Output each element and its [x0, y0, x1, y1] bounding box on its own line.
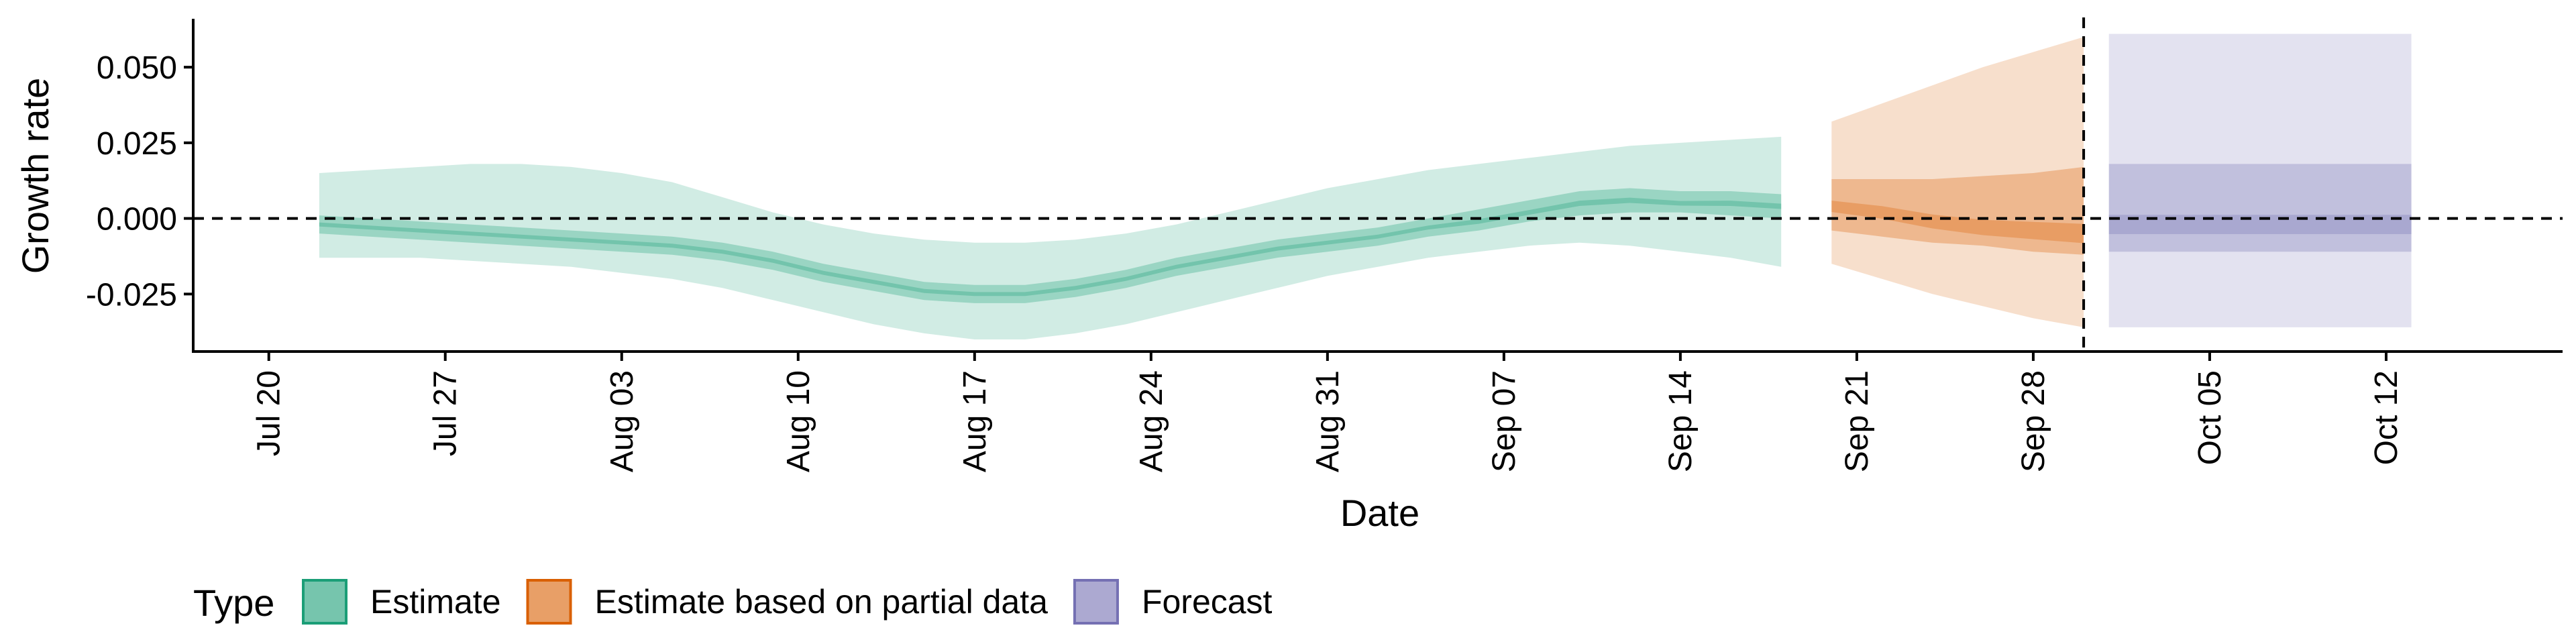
- x-axis-ticks: Jul 20 Jul 27 Aug 03 Aug 10 Aug 17 Aug 24 Aug …: [252, 352, 2404, 472]
- legend-swatch: [526, 579, 572, 625]
- legend-label: Estimate: [370, 583, 501, 621]
- band-90-estimate: [319, 136, 1782, 339]
- series-estimate-based-on-partial-data: [1831, 37, 2084, 327]
- legend-item-estimate: Estimate: [302, 579, 501, 625]
- legend-items: Estimate Estimate based on partial data Fo…: [302, 579, 1273, 625]
- x-tick-label: Aug 24: [1134, 370, 1169, 472]
- series-forecast: [2108, 34, 2412, 327]
- x-tick-label: Aug 10: [781, 370, 816, 472]
- y-tick-label: 0.000: [97, 202, 177, 237]
- x-tick-label: Jul 27: [428, 370, 464, 456]
- legend-label: Forecast: [1142, 583, 1273, 621]
- x-tick-label: Aug 17: [957, 370, 993, 472]
- x-tick-label: Aug 31: [1310, 370, 1346, 472]
- x-axis-title: Date: [1340, 492, 1419, 534]
- legend-item-estimate-based-on-partial-data: Estimate based on partial data: [526, 579, 1049, 625]
- legend-title: Type: [193, 582, 274, 624]
- legend-item-forecast: Forecast: [1073, 579, 1273, 625]
- band-90-forecast: [2108, 34, 2412, 327]
- y-tick-label: 0.050: [97, 50, 177, 86]
- legend-swatch: [1073, 579, 1119, 625]
- x-tick-label: Aug 03: [604, 370, 640, 472]
- y-axis-ticks: -0.025 0.000 0.025 0.050: [86, 50, 193, 313]
- y-tick-label: 0.025: [97, 126, 177, 162]
- legend-label: Estimate based on partial data: [595, 583, 1049, 621]
- series-bands: [319, 34, 2412, 339]
- x-tick-label: Sep 21: [1839, 370, 1875, 472]
- x-tick-label: Sep 07: [1487, 370, 1522, 472]
- y-tick-label: -0.025: [86, 277, 177, 313]
- x-tick-label: Sep 28: [2016, 370, 2051, 472]
- x-tick-label: Oct 05: [2192, 370, 2228, 465]
- legend-swatch: [302, 579, 347, 625]
- y-axis-title: Growth rate: [14, 78, 56, 274]
- band-median-estimate-based-on-partial-data: [1831, 201, 2084, 244]
- legend: Type Estimate Estimate based on partial d…: [193, 579, 1273, 625]
- x-tick-label: Sep 14: [1663, 370, 1699, 472]
- band-90-estimate-based-on-partial-data: [1831, 37, 2084, 327]
- x-tick-label: Oct 12: [2369, 370, 2404, 465]
- band-50-estimate: [319, 188, 1782, 303]
- band-50-forecast: [2108, 164, 2412, 252]
- band-50-estimate-based-on-partial-data: [1831, 166, 2084, 255]
- series-estimate: [319, 136, 1782, 339]
- x-tick-label: Jul 20: [252, 370, 287, 456]
